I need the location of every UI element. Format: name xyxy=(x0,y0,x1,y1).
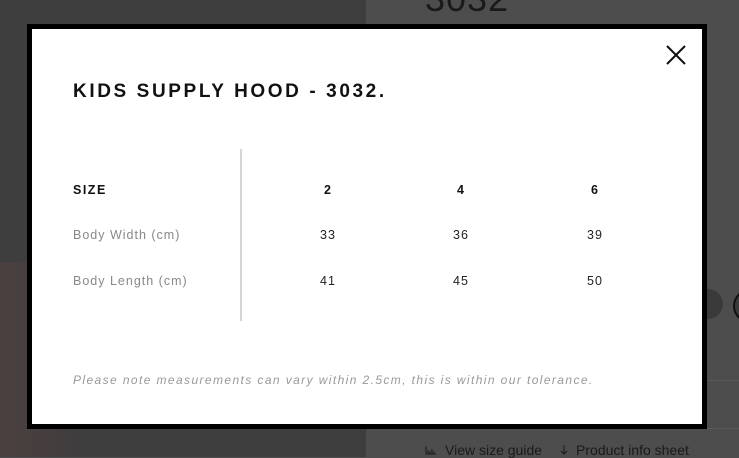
product-links: View size guide Product info sheet xyxy=(425,442,689,458)
view-size-guide-link[interactable]: View size guide xyxy=(425,442,542,458)
table-divider xyxy=(240,149,242,321)
modal-title: KIDS SUPPLY HOOD - 3032. xyxy=(73,81,387,102)
cell-value: 45 xyxy=(453,274,469,288)
row-label: Body Length (cm) xyxy=(73,274,188,288)
size-value: 2 xyxy=(324,183,332,197)
tolerance-note: Please note measurements can vary within… xyxy=(73,373,594,387)
cell-value: 33 xyxy=(320,228,336,242)
ruler-icon xyxy=(425,446,436,455)
size-guide-modal: KIDS SUPPLY HOOD - 3032. SIZE 2 4 6 Body… xyxy=(27,24,707,429)
table-row: Body Width (cm) 33 36 39 xyxy=(73,228,673,248)
cell-value: 39 xyxy=(587,228,603,242)
header-label: SIZE xyxy=(73,183,107,197)
download-arrow-icon xyxy=(560,445,568,455)
product-info-sheet-link[interactable]: Product info sheet xyxy=(560,442,689,458)
table-row: Body Length (cm) 41 45 50 xyxy=(73,274,673,294)
link-label: View size guide xyxy=(445,442,543,458)
size-value: 4 xyxy=(457,183,465,197)
cell-value: 36 xyxy=(453,228,469,242)
cell-value: 50 xyxy=(587,274,603,288)
size-value: 6 xyxy=(591,183,599,197)
product-code-heading: 3032 xyxy=(425,0,509,20)
close-icon[interactable] xyxy=(664,43,688,67)
cell-value: 41 xyxy=(320,274,336,288)
table-header-row: SIZE 2 4 6 xyxy=(73,183,673,203)
color-swatch-selected[interactable] xyxy=(733,289,739,323)
row-label: Body Width (cm) xyxy=(73,228,181,242)
link-label: Product info sheet xyxy=(576,442,689,458)
